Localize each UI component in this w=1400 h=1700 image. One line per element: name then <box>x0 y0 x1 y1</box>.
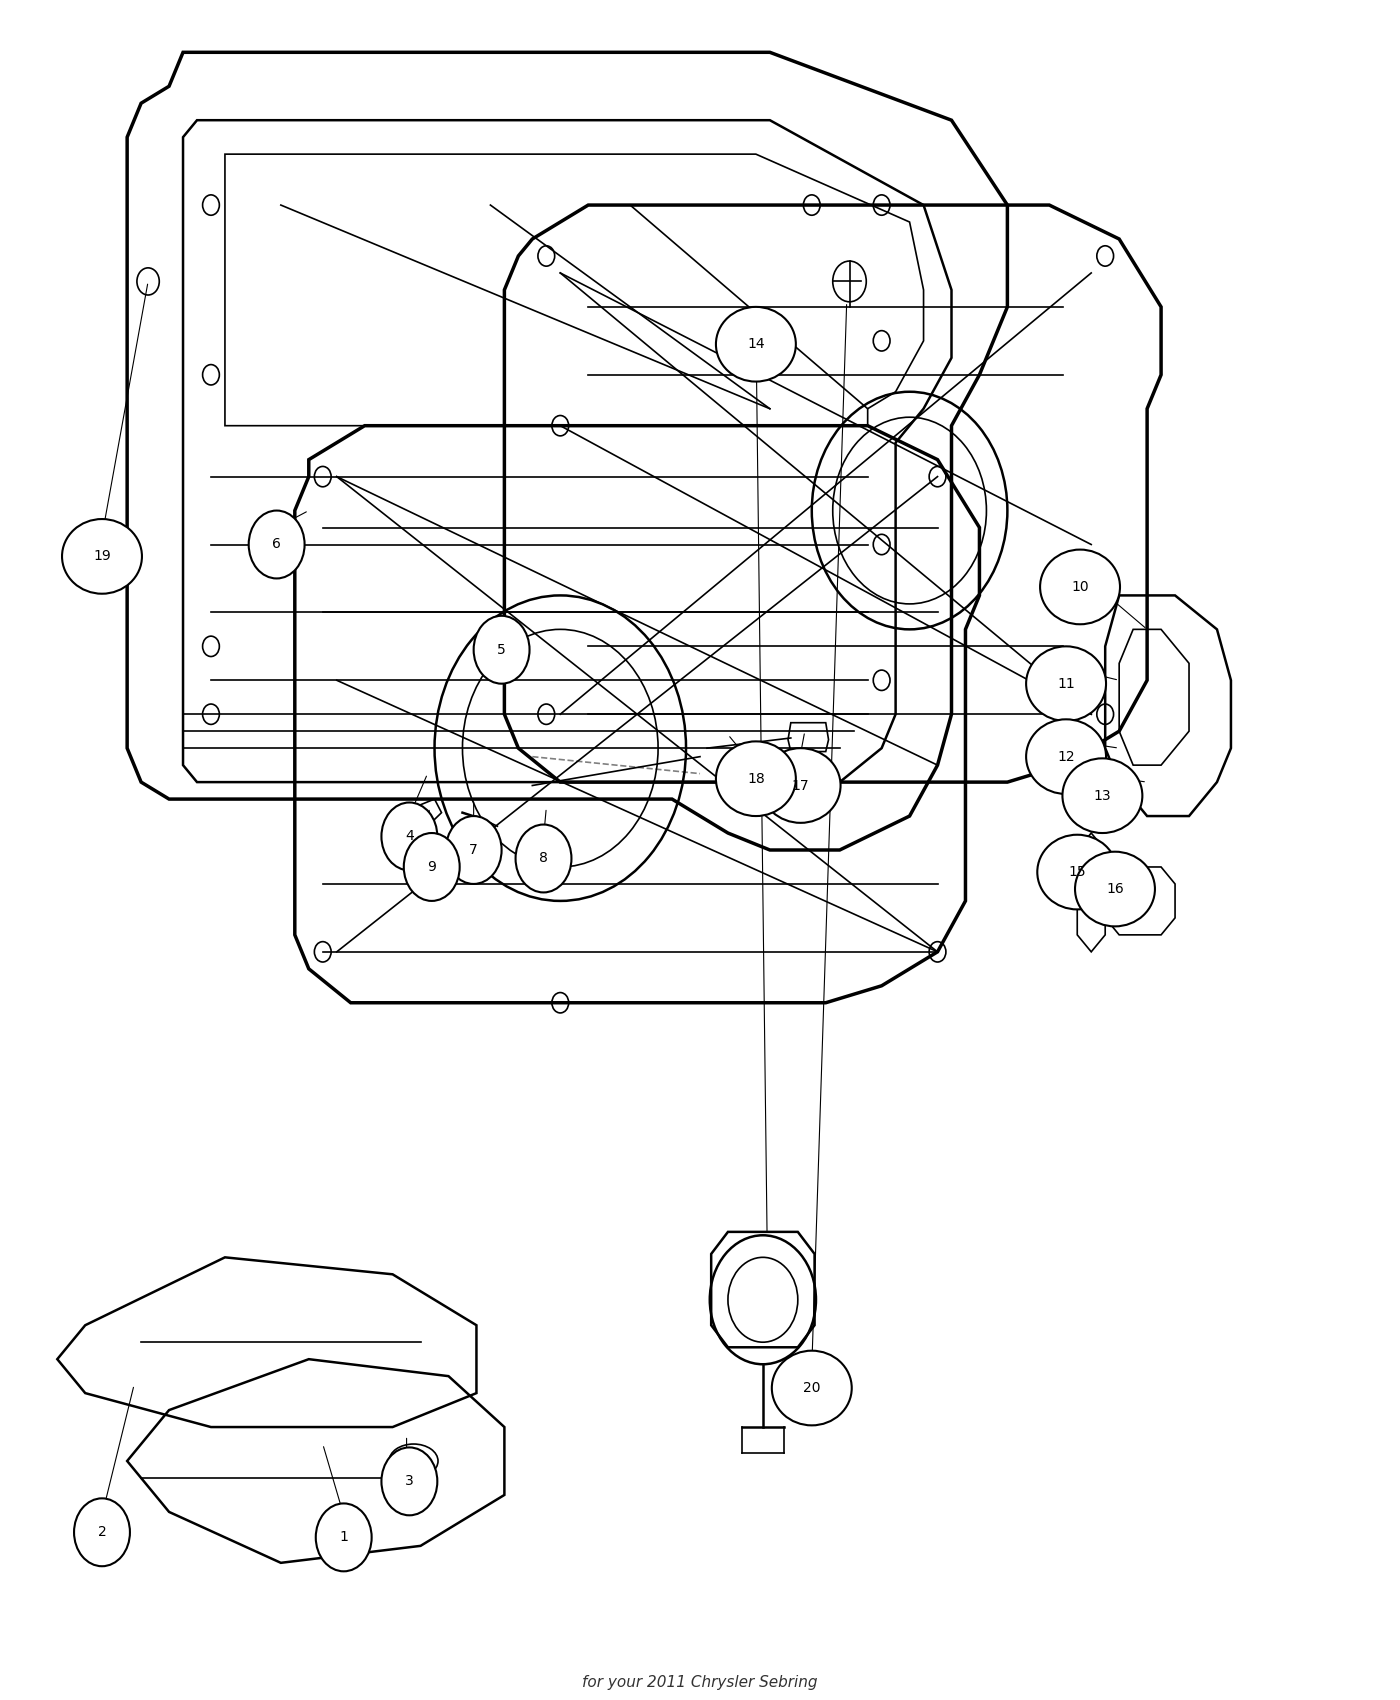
Ellipse shape <box>381 1447 437 1515</box>
Ellipse shape <box>316 1503 371 1571</box>
Text: for your 2011 Chrysler Sebring: for your 2011 Chrysler Sebring <box>582 1674 818 1690</box>
Text: 12: 12 <box>1057 750 1075 763</box>
Ellipse shape <box>1040 549 1120 624</box>
Ellipse shape <box>1063 758 1142 833</box>
Ellipse shape <box>62 518 141 593</box>
Ellipse shape <box>715 308 795 381</box>
Ellipse shape <box>715 741 795 816</box>
Ellipse shape <box>473 615 529 683</box>
Text: 10: 10 <box>1071 580 1089 593</box>
Text: 4: 4 <box>405 830 414 843</box>
Text: 8: 8 <box>539 852 547 865</box>
Ellipse shape <box>403 833 459 901</box>
Ellipse shape <box>1075 852 1155 927</box>
Text: 6: 6 <box>272 537 281 551</box>
Text: 16: 16 <box>1106 882 1124 896</box>
Circle shape <box>833 262 867 303</box>
Text: 1: 1 <box>339 1530 349 1544</box>
Text: 7: 7 <box>469 843 477 857</box>
Text: 18: 18 <box>748 772 764 785</box>
Text: 5: 5 <box>497 643 505 656</box>
Text: 17: 17 <box>792 779 809 792</box>
Text: 13: 13 <box>1093 789 1112 802</box>
Ellipse shape <box>381 802 437 870</box>
Text: 3: 3 <box>405 1474 414 1489</box>
Text: 19: 19 <box>94 549 111 563</box>
Text: 15: 15 <box>1068 865 1086 879</box>
Text: 14: 14 <box>748 337 764 352</box>
Ellipse shape <box>249 510 305 578</box>
Ellipse shape <box>515 824 571 892</box>
Ellipse shape <box>1026 719 1106 794</box>
Text: 2: 2 <box>98 1525 106 1538</box>
Ellipse shape <box>445 816 501 884</box>
Ellipse shape <box>74 1498 130 1566</box>
Ellipse shape <box>760 748 840 823</box>
Text: 9: 9 <box>427 860 437 874</box>
Text: 11: 11 <box>1057 677 1075 690</box>
Ellipse shape <box>771 1352 851 1425</box>
Text: 20: 20 <box>804 1380 820 1396</box>
Ellipse shape <box>1026 646 1106 721</box>
Ellipse shape <box>1037 835 1117 910</box>
